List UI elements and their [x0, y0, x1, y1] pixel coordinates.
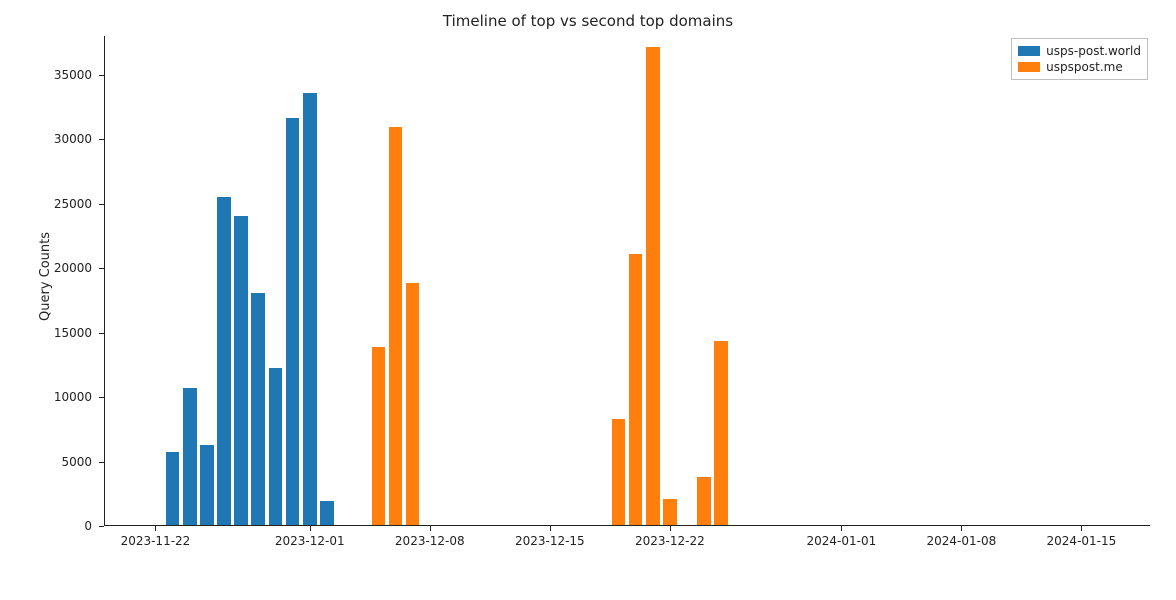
ytick-mark: [99, 333, 104, 334]
ytick-mark: [99, 75, 104, 76]
bar: [217, 197, 231, 525]
legend: usps-post.worlduspspost.me: [1011, 38, 1148, 80]
ytick-label: 15000: [42, 326, 92, 340]
bar: [697, 477, 711, 525]
bar: [320, 501, 334, 526]
ytick-label: 35000: [42, 68, 92, 82]
ytick-label: 30000: [42, 132, 92, 146]
xtick-mark: [961, 526, 962, 531]
ytick-mark: [99, 526, 104, 527]
bar: [389, 127, 403, 525]
xtick-label: 2023-12-15: [515, 534, 585, 548]
legend-row: uspspost.me: [1018, 59, 1141, 75]
ytick-mark: [99, 204, 104, 205]
ytick-mark: [99, 397, 104, 398]
bar: [200, 445, 214, 525]
legend-swatch: [1018, 62, 1040, 72]
ytick-label: 20000: [42, 261, 92, 275]
xtick-label: 2024-01-08: [927, 534, 997, 548]
bar: [166, 452, 180, 526]
bar: [646, 47, 660, 525]
legend-row: usps-post.world: [1018, 43, 1141, 59]
bar: [629, 254, 643, 525]
xtick-mark: [550, 526, 551, 531]
xtick-mark: [430, 526, 431, 531]
xtick-label: 2023-12-01: [275, 534, 345, 548]
ytick-mark: [99, 462, 104, 463]
xtick-label: 2023-11-22: [121, 534, 191, 548]
ytick-label: 0: [42, 519, 92, 533]
bar: [183, 388, 197, 525]
bar: [286, 118, 300, 525]
bar: [251, 293, 265, 525]
figure: Timeline of top vs second top domains us…: [0, 0, 1176, 600]
bar: [234, 216, 248, 525]
xtick-mark: [155, 526, 156, 531]
xtick-mark: [1081, 526, 1082, 531]
xtick-label: 2023-12-08: [395, 534, 465, 548]
bar: [372, 347, 386, 525]
ytick-label: 25000: [42, 197, 92, 211]
xtick-mark: [670, 526, 671, 531]
y-axis-label: Query Counts: [38, 232, 53, 321]
bar: [269, 368, 283, 525]
xtick-label: 2024-01-01: [806, 534, 876, 548]
legend-label: usps-post.world: [1046, 43, 1141, 59]
legend-label: uspspost.me: [1046, 59, 1123, 75]
xtick-mark: [841, 526, 842, 531]
axes: usps-post.worlduspspost.me: [104, 36, 1150, 526]
xtick-label: 2024-01-15: [1047, 534, 1117, 548]
ytick-label: 10000: [42, 390, 92, 404]
ytick-mark: [99, 268, 104, 269]
bar: [714, 341, 728, 525]
ytick-label: 5000: [42, 455, 92, 469]
legend-swatch: [1018, 46, 1040, 56]
bar: [663, 499, 677, 525]
xtick-mark: [310, 526, 311, 531]
ytick-mark: [99, 139, 104, 140]
xtick-label: 2023-12-22: [635, 534, 705, 548]
bar: [406, 283, 420, 525]
bar: [612, 419, 626, 525]
bar: [303, 93, 317, 525]
chart-title: Timeline of top vs second top domains: [0, 12, 1176, 30]
